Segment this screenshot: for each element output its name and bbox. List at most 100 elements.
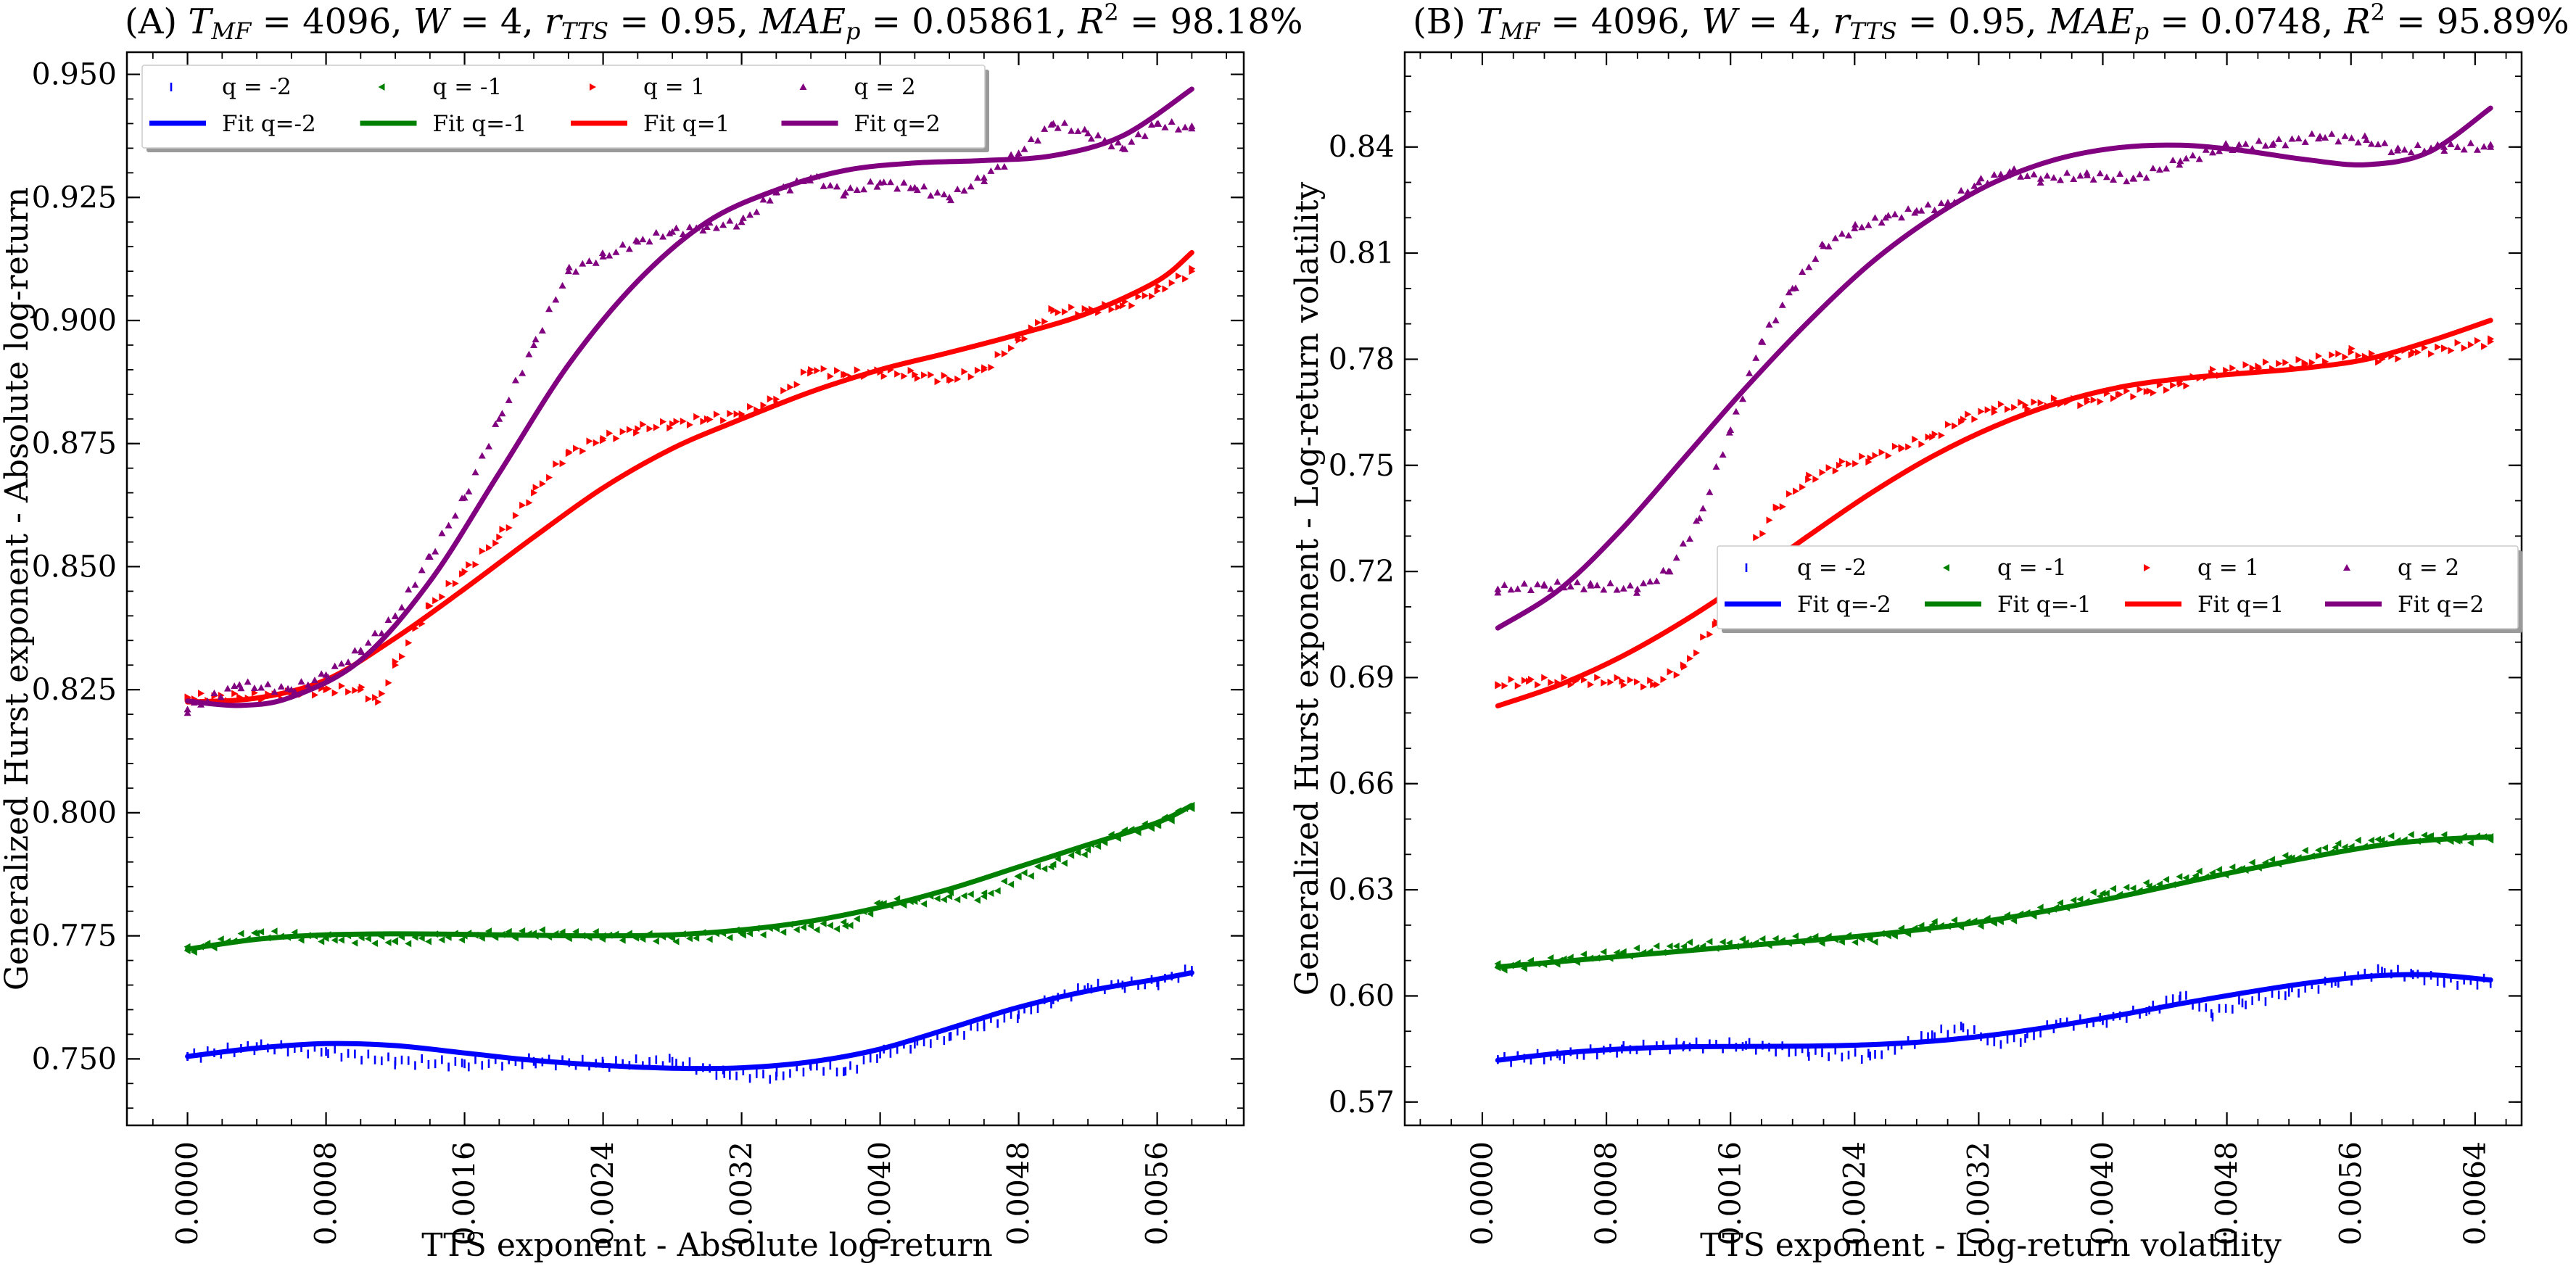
data-point xyxy=(672,224,680,231)
data-point xyxy=(599,252,607,260)
data-point xyxy=(2387,148,2395,155)
data-point xyxy=(1148,292,1155,300)
data-point xyxy=(1526,677,1533,685)
data-point xyxy=(738,410,746,418)
data-point xyxy=(606,429,614,437)
legend-label: q = 1 xyxy=(2197,555,2259,581)
data-point xyxy=(635,425,642,433)
data-point xyxy=(2448,347,2455,355)
data-point xyxy=(1020,145,1028,152)
data-point xyxy=(1607,678,1614,686)
data-point xyxy=(2414,348,2422,356)
data-point xyxy=(928,371,935,379)
data-point xyxy=(1601,679,1608,687)
data-point xyxy=(2488,338,2495,346)
data-point xyxy=(693,413,701,421)
data-point xyxy=(1917,207,1925,214)
data-point xyxy=(1912,435,1919,443)
data-point xyxy=(1181,123,1189,131)
data-point xyxy=(2023,172,2031,179)
data-point xyxy=(426,553,434,560)
data-point xyxy=(318,670,326,677)
data-point xyxy=(478,452,486,459)
title-part: R xyxy=(1077,1,1104,42)
data-point xyxy=(2461,344,2468,352)
data-point xyxy=(954,185,962,192)
data-point xyxy=(1660,676,1667,684)
data-point xyxy=(2176,873,2183,881)
data-point xyxy=(1084,845,1091,853)
data-point xyxy=(1929,433,1936,441)
data-point xyxy=(1960,415,1967,423)
data-point xyxy=(1119,302,1126,310)
data-point xyxy=(512,512,519,520)
fit-line-q1 xyxy=(185,249,1194,705)
data-point xyxy=(2440,147,2448,154)
data-point xyxy=(1685,938,1693,946)
data-point xyxy=(1041,125,1049,132)
data-point xyxy=(1752,354,1760,361)
data-point xyxy=(727,410,734,418)
data-point xyxy=(1885,452,1892,460)
data-point xyxy=(1672,942,1680,950)
data-point xyxy=(1891,442,1899,450)
data-point xyxy=(1772,935,1779,943)
title-part: TTS xyxy=(561,17,608,45)
data-point xyxy=(2481,342,2488,350)
data-point xyxy=(703,415,711,423)
data-point xyxy=(1825,242,1833,249)
data-point xyxy=(1175,272,1182,280)
legend-label: q = -2 xyxy=(222,74,292,100)
x-tick-label: 0.0024 xyxy=(1837,1141,1872,1245)
data-point xyxy=(940,191,948,198)
data-point xyxy=(458,936,466,944)
data-point xyxy=(2017,173,2025,180)
data-point xyxy=(2050,394,2057,402)
data-point xyxy=(257,928,265,936)
data-point xyxy=(530,341,538,348)
data-point xyxy=(653,423,660,431)
data-point xyxy=(323,686,330,694)
data-point xyxy=(2363,136,2371,143)
data-point xyxy=(619,936,626,944)
data-point xyxy=(2242,140,2250,147)
data-point xyxy=(2096,170,2104,177)
data-point xyxy=(967,890,974,898)
data-point xyxy=(451,512,459,519)
data-point xyxy=(645,238,653,245)
data-point xyxy=(1898,444,1905,452)
legend-box xyxy=(1717,545,2519,629)
data-point xyxy=(1819,468,1826,476)
legend-marker xyxy=(799,83,807,90)
data-point xyxy=(2447,140,2455,147)
data-point xyxy=(760,401,767,409)
data-point xyxy=(2487,143,2495,150)
data-point xyxy=(2329,351,2336,359)
data-point xyxy=(1905,443,1912,451)
data-point xyxy=(237,684,245,692)
data-point xyxy=(954,895,961,903)
data-point xyxy=(1168,279,1176,287)
data-point xyxy=(1627,676,1634,684)
title-part: = 0.95, xyxy=(608,1,759,42)
x-tick-label: 0.0000 xyxy=(1465,1141,1500,1245)
y-tick-label: 0.84 xyxy=(1329,130,1395,165)
data-point xyxy=(1871,938,1878,946)
data-point xyxy=(2076,895,2084,903)
data-point xyxy=(183,709,191,716)
data-point xyxy=(1535,681,1542,689)
data-point xyxy=(613,434,620,442)
data-point xyxy=(853,186,861,194)
data-point xyxy=(519,501,527,509)
data-point xyxy=(392,661,400,669)
data-point xyxy=(612,248,620,255)
data-point xyxy=(1647,677,1654,684)
data-point xyxy=(820,182,827,189)
data-point xyxy=(1898,214,1906,221)
data-point xyxy=(2136,170,2144,178)
data-point xyxy=(1666,942,1673,950)
data-point xyxy=(1054,308,1062,316)
data-point xyxy=(271,927,278,935)
data-point xyxy=(405,940,412,948)
data-point xyxy=(2275,135,2283,142)
